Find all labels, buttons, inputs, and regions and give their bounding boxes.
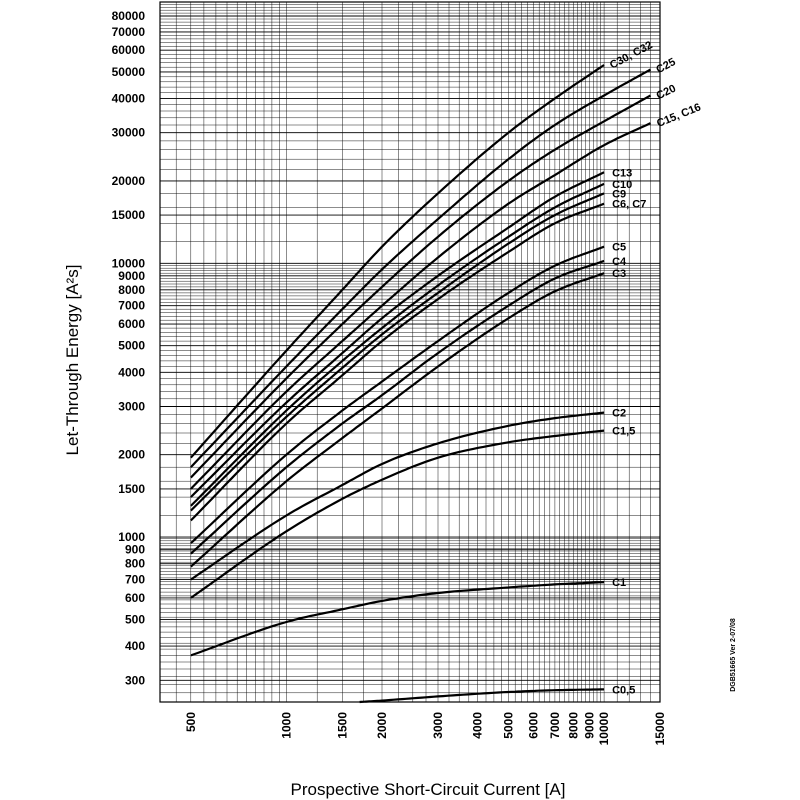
y-tick-label: 15000 xyxy=(112,208,146,222)
y-tick-label: 2000 xyxy=(118,448,145,462)
curve-label: C3 xyxy=(612,268,626,280)
curve-line xyxy=(190,202,605,522)
curve-line xyxy=(190,245,605,545)
curve-label: C20 xyxy=(655,83,678,103)
curve-line xyxy=(190,122,651,490)
curve-label: C5 xyxy=(612,242,626,254)
y-tick-label: 400 xyxy=(125,639,145,653)
y-tick-label: 900 xyxy=(125,543,145,557)
y-tick-label: 6000 xyxy=(118,317,145,331)
x-tick-label: 9000 xyxy=(583,712,597,739)
y-tick-label: 5000 xyxy=(118,339,145,353)
y-tick-label: 500 xyxy=(125,613,145,627)
x-tick-label: 8000 xyxy=(566,712,580,739)
curve-line xyxy=(190,182,605,507)
curve-label: C9 xyxy=(612,188,626,200)
x-tick-label: 5000 xyxy=(501,712,515,739)
y-tick-label: 50000 xyxy=(112,65,146,79)
y-tick-label: 40000 xyxy=(112,91,146,105)
y-tick-label: 1000 xyxy=(118,530,145,544)
y-tick-label: 60000 xyxy=(112,43,146,57)
y-tick-label: 80000 xyxy=(112,9,146,23)
y-axis-title: Let-Through Energy [A²s] xyxy=(63,265,82,456)
curve-label: C25 xyxy=(654,56,677,76)
x-tick-label: 6000 xyxy=(527,712,541,739)
y-tick-label: 8000 xyxy=(118,283,145,297)
curve-line xyxy=(189,64,605,459)
x-tick-label: 15000 xyxy=(653,712,667,746)
curve-line xyxy=(190,68,652,468)
y-tick-label: 20000 xyxy=(112,174,146,188)
x-tick-label: 500 xyxy=(184,712,198,732)
y-tick-label: 1500 xyxy=(118,482,145,496)
curve-line xyxy=(190,411,605,581)
x-tick-label: 1000 xyxy=(279,712,293,739)
curve-label: C0,5 xyxy=(612,684,635,696)
curve-label: C1,5 xyxy=(612,426,635,438)
x-tick-label: 4000 xyxy=(471,712,485,739)
curve-line xyxy=(190,192,605,512)
curve-line xyxy=(190,94,652,479)
plot-border xyxy=(159,1,661,703)
x-axis-ticks: 500 1000 1500 2000 3000 4000 5000 6000 7000 8000 9… xyxy=(184,712,667,746)
y-tick-label: 30000 xyxy=(112,126,146,140)
curve-line xyxy=(190,272,605,568)
curve-line xyxy=(190,429,605,599)
curve-label: C15, C16 xyxy=(655,101,703,130)
y-tick-label: 4000 xyxy=(118,365,145,379)
y-tick-label: 800 xyxy=(125,557,145,571)
x-tick-label: 7000 xyxy=(548,712,562,739)
curve-label: C1 xyxy=(612,577,626,589)
x-axis-title: Prospective Short-Circuit Current [A] xyxy=(291,780,566,799)
y-tick-label: 700 xyxy=(125,573,145,587)
curve-label: C2 xyxy=(612,408,626,420)
y-tick-label: 70000 xyxy=(112,25,146,39)
x-tick-label: 10000 xyxy=(597,712,611,746)
y-tick-label: 10000 xyxy=(112,256,146,270)
curve-label: C4 xyxy=(612,256,627,268)
x-tick-label: 3000 xyxy=(431,712,445,739)
y-tick-label: 7000 xyxy=(118,299,145,313)
curve-line xyxy=(190,171,605,498)
x-tick-label: 2000 xyxy=(375,712,389,739)
curve-label: C30, C32 xyxy=(608,39,655,71)
curve-label: C10 xyxy=(612,179,632,191)
y-tick-label: 9000 xyxy=(118,269,145,283)
curve-line xyxy=(359,688,605,704)
curve-label: C13 xyxy=(612,167,632,179)
document-reference-note: DGB51665 Ver 2-07/08 xyxy=(730,618,737,692)
curve-line xyxy=(190,259,605,555)
y-tick-label: 3000 xyxy=(118,400,145,414)
x-tick-label: 1500 xyxy=(335,712,349,739)
y-tick-label: 300 xyxy=(125,673,145,687)
curve-label: C6, C7 xyxy=(612,199,646,211)
curve-line xyxy=(190,581,605,657)
y-tick-label: 600 xyxy=(125,591,145,605)
